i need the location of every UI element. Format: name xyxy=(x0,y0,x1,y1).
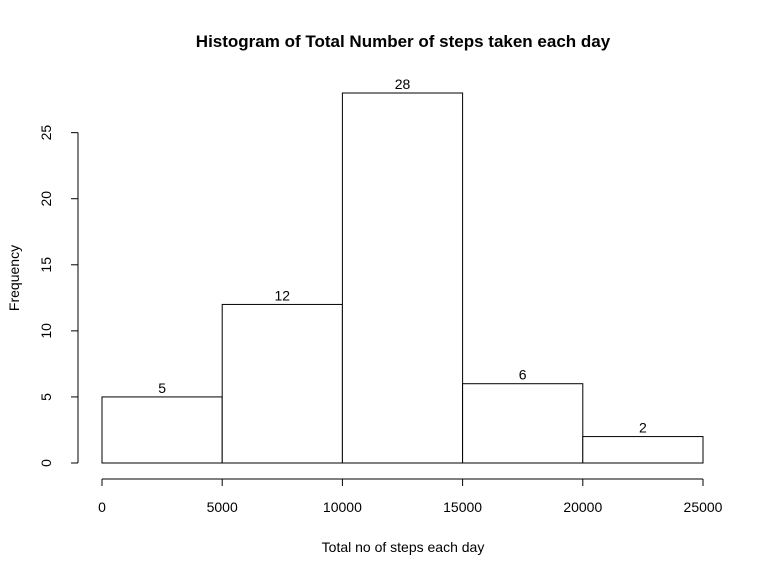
histogram-bar xyxy=(582,436,704,464)
x-axis: 0 5000 10000 15000 20000 25000 xyxy=(98,478,723,515)
y-tick-label: 25 xyxy=(38,125,54,141)
x-tick-label: 20000 xyxy=(563,499,602,515)
histogram-bar xyxy=(101,396,223,464)
bar-value-label: 5 xyxy=(158,380,166,396)
y-tick-label: 10 xyxy=(38,323,54,339)
x-tick-label: 10000 xyxy=(323,499,362,515)
chart-title: Histogram of Total Number of steps taken… xyxy=(196,32,611,51)
x-tick-label: 0 xyxy=(98,499,106,515)
y-axis: 0 5 10 15 20 25 xyxy=(38,125,79,467)
x-tick-label: 5000 xyxy=(207,499,238,515)
x-axis-label: Total no of steps each day xyxy=(322,539,485,555)
histogram-bar xyxy=(341,92,464,464)
x-tick-label: 25000 xyxy=(684,499,723,515)
y-tick-label: 15 xyxy=(38,257,54,273)
y-axis-label: Frequency xyxy=(6,245,22,311)
y-tick-label: 0 xyxy=(38,459,54,467)
bar-value-label: 2 xyxy=(639,420,647,436)
bar-value-label: 6 xyxy=(519,367,527,383)
bars-group xyxy=(101,92,704,464)
bar-value-label: 12 xyxy=(275,287,291,303)
y-tick-label: 5 xyxy=(38,393,54,401)
histogram-bar xyxy=(462,383,584,464)
bar-labels-group: 5 12 28 6 2 xyxy=(158,76,647,436)
y-tick-label: 20 xyxy=(38,191,54,207)
x-tick-label: 15000 xyxy=(443,499,482,515)
histogram-bar xyxy=(221,303,343,464)
bar-value-label: 28 xyxy=(395,76,411,92)
